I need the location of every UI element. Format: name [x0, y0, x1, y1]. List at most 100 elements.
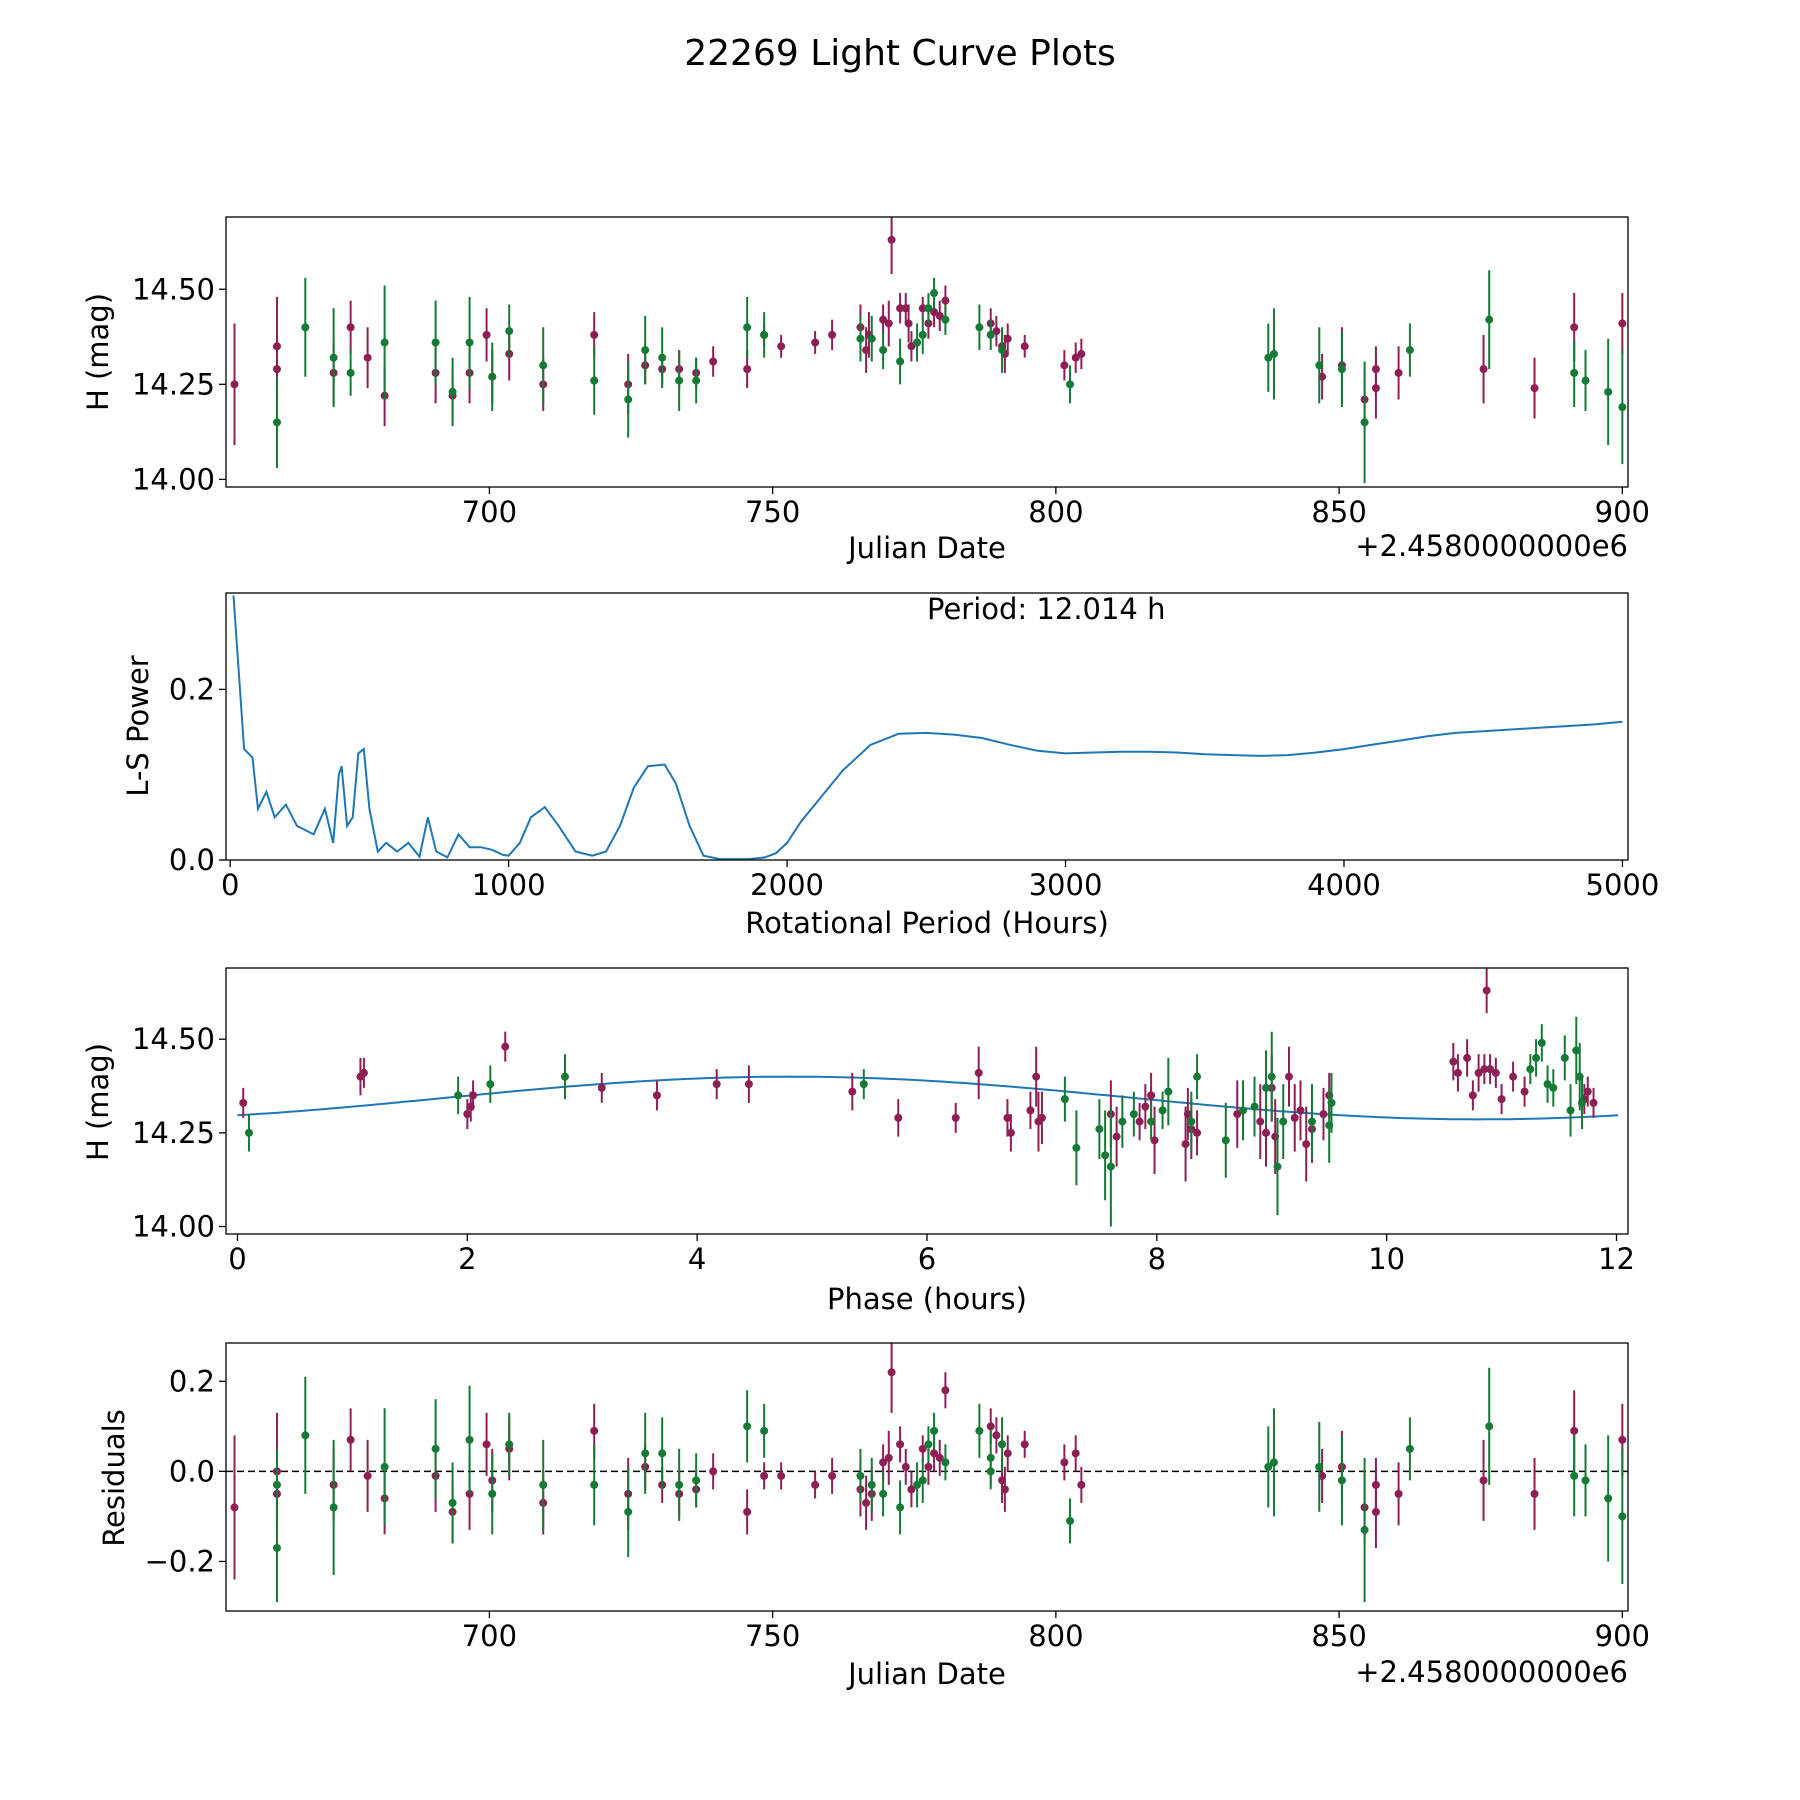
lightcurve-point [1618, 319, 1627, 328]
lightcurve-point [1020, 342, 1029, 351]
lightcurve-point [904, 319, 913, 328]
phased-point [1129, 1110, 1138, 1119]
lightcurve-point [777, 342, 786, 351]
lightcurve-point [658, 353, 667, 362]
phased-point [1583, 1087, 1592, 1096]
residuals-frame [225, 1342, 1629, 1612]
residuals-point [907, 1485, 916, 1494]
phased-point [1307, 1117, 1316, 1126]
phased-point [561, 1072, 570, 1081]
residuals-point [1394, 1489, 1403, 1498]
phased-point [1239, 1106, 1248, 1115]
phased-point [1566, 1106, 1575, 1115]
phased-point [1183, 1110, 1192, 1119]
residuals-point [1618, 1512, 1627, 1521]
phased-point [951, 1113, 960, 1122]
residuals-point [930, 1449, 939, 1458]
lightcurve-offset-text: +2.4580000000e6 [1355, 529, 1628, 563]
residuals-point [998, 1440, 1007, 1449]
phased-ylabel: H (mag) [81, 1043, 115, 1161]
phased-point [1468, 1091, 1477, 1100]
lightcurve-point [918, 304, 927, 313]
residuals-point [913, 1480, 922, 1489]
residuals-point [465, 1435, 474, 1444]
phased-frame [225, 967, 1629, 1235]
phased-point [1026, 1106, 1035, 1115]
lightcurve-point [482, 330, 491, 339]
phased-point [1262, 1128, 1271, 1137]
residuals-point [879, 1489, 888, 1498]
residuals-point [539, 1480, 548, 1489]
phased-point [239, 1098, 248, 1107]
lightcurve-point [935, 311, 944, 320]
phased-point [1164, 1087, 1173, 1096]
residuals-point [1000, 1485, 1009, 1494]
phased-point [1193, 1128, 1202, 1137]
phased-xtick-label: 12 [1598, 1242, 1635, 1276]
lightcurve-ytick-label: 14.00 [132, 462, 215, 496]
residuals-xtick-label: 800 [1028, 1619, 1083, 1653]
residuals-panel: 700 750 800 850 900 −0.2 0.0 0.2 Julian Date +2… [97, 1342, 1650, 1691]
periodogram-xtick-label: 4000 [1307, 868, 1381, 902]
phased-point [463, 1110, 472, 1119]
lightcurve-point [1604, 387, 1613, 396]
lightcurve-point [431, 338, 440, 347]
lightcurve-point [539, 361, 548, 370]
phased-point [1256, 1117, 1265, 1126]
lightcurve-point [879, 315, 888, 324]
phased-point [1221, 1136, 1230, 1145]
residuals-point [918, 1476, 927, 1485]
lightcurve-point [1360, 418, 1369, 427]
lightcurve-xtick-label: 800 [1028, 495, 1083, 529]
phased-ytick-label: 14.00 [132, 1210, 215, 1244]
lightcurve-point [907, 342, 916, 351]
phased-point [1072, 1143, 1081, 1152]
phased-xlabel: Phase (hours) [827, 1282, 1027, 1316]
phased-ytick-label: 14.50 [132, 1022, 215, 1056]
residuals-point [1060, 1458, 1069, 1467]
residuals-point [590, 1426, 599, 1435]
lightcurve-point [641, 346, 650, 355]
residuals-point [935, 1453, 944, 1462]
residuals-point [879, 1458, 888, 1467]
lightcurve-point [975, 323, 984, 332]
lightcurve-point [887, 235, 896, 244]
residuals-point [918, 1444, 927, 1453]
lightcurve-point [272, 365, 281, 374]
lightcurve-point [346, 323, 355, 332]
lightcurve-point [675, 376, 684, 385]
periodogram-ytick-label: 0.0 [169, 843, 215, 877]
lightcurve-point [941, 315, 950, 324]
lightcurve-point [1394, 368, 1403, 377]
phased-point [1060, 1095, 1069, 1104]
lightcurve-point [380, 338, 389, 347]
lightcurve-point [1060, 361, 1069, 370]
phased-point [1480, 1065, 1489, 1074]
phased-point [1491, 1068, 1500, 1077]
residuals-point [624, 1507, 633, 1516]
residuals-point [1618, 1435, 1627, 1444]
lightcurve-point [986, 330, 995, 339]
residuals-ytick-label: 0.2 [169, 1364, 215, 1398]
lightcurve-point [1077, 349, 1086, 358]
periodogram-xtick-label: 5000 [1586, 868, 1660, 902]
phased-point [469, 1091, 478, 1100]
lightcurve-point [867, 334, 876, 343]
residuals-point [924, 1440, 933, 1449]
residuals-xtick-label: 700 [462, 1619, 517, 1653]
lightcurve-point [505, 327, 514, 336]
residuals-point [641, 1449, 650, 1458]
phased-point [1095, 1125, 1104, 1134]
phased-marks [237, 968, 1619, 1227]
residuals-point [1269, 1458, 1278, 1467]
phased-point [1302, 1140, 1311, 1149]
phased-point [1273, 1162, 1282, 1171]
residuals-point [1604, 1494, 1613, 1503]
lightcurve-point [590, 330, 599, 339]
residuals-point [1315, 1462, 1324, 1471]
lightcurve-point [301, 323, 310, 332]
phased-point [1158, 1106, 1167, 1115]
phased-point [1497, 1095, 1506, 1104]
lightcurve-point [1570, 323, 1579, 332]
residuals-point [743, 1507, 752, 1516]
